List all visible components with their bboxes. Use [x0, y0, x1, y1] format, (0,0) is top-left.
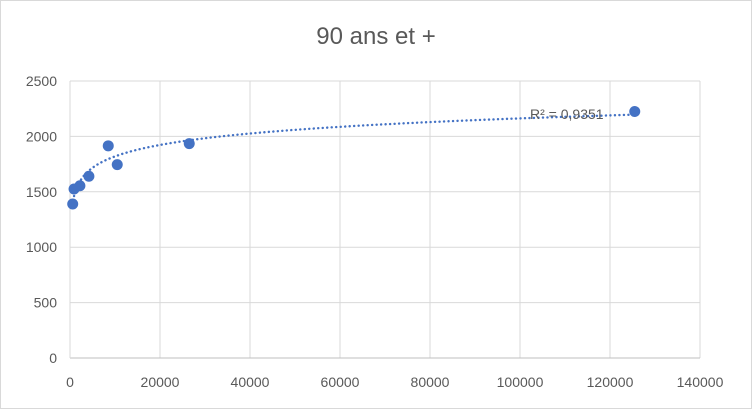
data-point	[111, 159, 123, 171]
data-point	[67, 198, 79, 210]
y-tick-label: 1500	[26, 184, 57, 200]
chart-title: 90 ans et +	[316, 23, 436, 50]
x-tick-label: 20000	[141, 374, 180, 390]
axis-layer	[69, 81, 700, 359]
trendline-layer	[72, 113, 636, 198]
point-layer	[67, 105, 641, 210]
data-point	[629, 105, 641, 117]
r-squared-label: R² = 0,9351	[530, 106, 604, 122]
label-layer: 0 500 1000 1500 2000 2500 0 20000 40000 60000 8000…	[26, 73, 724, 390]
y-tick-label: 1000	[26, 239, 57, 255]
y-tick-label: 500	[34, 295, 58, 311]
y-tick-label: 2500	[26, 73, 57, 89]
y-tick-label: 2000	[26, 128, 57, 144]
data-point	[102, 140, 114, 152]
y-tick-label: 0	[49, 350, 57, 366]
x-tick-label: 80000	[411, 374, 450, 390]
x-tick-label: 0	[66, 374, 74, 390]
x-tick-label: 140000	[677, 374, 724, 390]
x-tick-label: 120000	[587, 374, 634, 390]
trendline	[72, 113, 636, 198]
x-tick-label: 100000	[497, 374, 544, 390]
data-point	[74, 180, 86, 192]
x-tick-label: 60000	[321, 374, 360, 390]
grid-layer	[69, 80, 701, 359]
data-point	[183, 138, 195, 150]
data-point	[83, 170, 95, 182]
x-tick-label: 40000	[231, 374, 270, 390]
